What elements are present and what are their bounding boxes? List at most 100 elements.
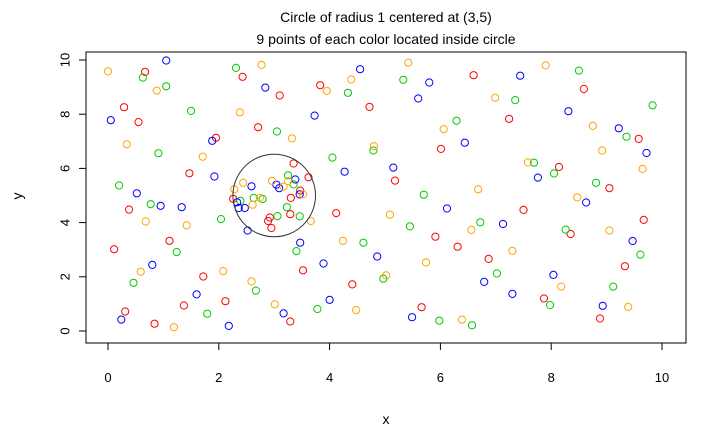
data-point	[125, 205, 134, 214]
data-point	[286, 193, 295, 202]
data-point	[620, 262, 630, 271]
data-point	[261, 83, 270, 92]
data-point	[162, 82, 171, 91]
data-point	[382, 271, 391, 280]
data-point	[313, 304, 322, 314]
data-point	[243, 226, 252, 235]
data-point	[425, 78, 434, 87]
data-point	[179, 301, 188, 310]
data-point	[614, 124, 623, 133]
data-point	[187, 106, 196, 116]
data-point	[325, 295, 334, 304]
data-point	[257, 60, 266, 70]
data-point	[435, 316, 444, 325]
data-point	[117, 315, 126, 324]
x-tick-label: 10	[655, 370, 669, 385]
data-point	[549, 169, 559, 178]
data-point	[286, 210, 295, 219]
data-point	[417, 303, 426, 312]
data-point	[287, 134, 296, 143]
data-point	[289, 180, 298, 189]
data-point	[343, 88, 352, 97]
data-point	[634, 134, 643, 143]
data-point	[628, 236, 637, 246]
data-point	[332, 209, 341, 218]
x-tick-label: 0	[104, 370, 111, 385]
data-point	[491, 93, 500, 102]
data-point	[239, 178, 248, 187]
data-point	[115, 181, 124, 190]
data-point	[467, 225, 476, 234]
data-point	[156, 201, 165, 210]
data-point	[199, 272, 208, 281]
data-point	[442, 204, 452, 213]
data-point	[421, 258, 431, 267]
data-point	[369, 142, 378, 151]
data-point	[474, 185, 483, 194]
data-point	[385, 210, 395, 219]
data-point	[198, 152, 207, 161]
data-point	[453, 242, 462, 251]
data-point	[235, 108, 244, 117]
data-point	[573, 193, 582, 202]
y-tick-label: 4	[58, 219, 73, 226]
data-point	[247, 182, 256, 191]
data-point	[154, 149, 163, 158]
y-tick-label: 0	[58, 327, 73, 334]
data-point	[296, 238, 305, 247]
data-point	[152, 86, 161, 95]
data-point	[638, 164, 647, 173]
data-point	[373, 252, 382, 261]
data-point	[431, 232, 440, 241]
data-point	[279, 182, 288, 191]
data-point	[359, 238, 368, 247]
data-point	[484, 254, 493, 263]
data-point	[439, 125, 448, 134]
data-point	[279, 309, 288, 318]
data-point	[592, 178, 601, 187]
data-point	[162, 56, 171, 65]
data-point	[605, 226, 614, 235]
data-point	[508, 289, 517, 298]
data-point	[598, 301, 607, 310]
data-point	[598, 146, 607, 155]
data-point	[467, 321, 477, 330]
data-point	[282, 203, 291, 212]
data-point	[238, 72, 247, 81]
data-point	[574, 66, 584, 75]
data-point	[639, 215, 648, 224]
points-layer	[103, 56, 657, 332]
data-point	[460, 138, 469, 147]
data-point	[399, 75, 408, 84]
data-point	[103, 67, 113, 76]
data-point	[516, 71, 525, 80]
chart-subtitle: 9 points of each color located inside ci…	[256, 31, 515, 47]
data-point	[248, 200, 257, 209]
data-point	[134, 118, 143, 127]
data-point	[519, 205, 528, 214]
data-point	[369, 146, 378, 155]
data-point	[221, 297, 230, 306]
data-point	[609, 282, 618, 291]
data-point	[541, 61, 550, 70]
data-point	[624, 302, 633, 311]
axes-layer: 0 2 4 6 8 10 0 2 4 6 8 10	[58, 53, 670, 385]
data-point	[132, 189, 141, 198]
data-point	[508, 246, 517, 255]
data-point	[284, 177, 293, 186]
data-point	[310, 111, 319, 120]
data-point	[129, 278, 138, 287]
data-point	[476, 218, 485, 227]
data-point	[172, 248, 181, 257]
data-point	[267, 223, 276, 233]
data-point	[419, 190, 428, 199]
x-tick-label: 6	[437, 370, 444, 385]
data-point	[146, 200, 155, 209]
y-tick-label: 8	[58, 111, 73, 118]
data-point	[561, 225, 570, 234]
data-point	[106, 116, 115, 125]
data-point	[469, 71, 478, 80]
data-point	[286, 317, 295, 326]
data-point	[582, 198, 591, 207]
data-point	[265, 213, 274, 222]
